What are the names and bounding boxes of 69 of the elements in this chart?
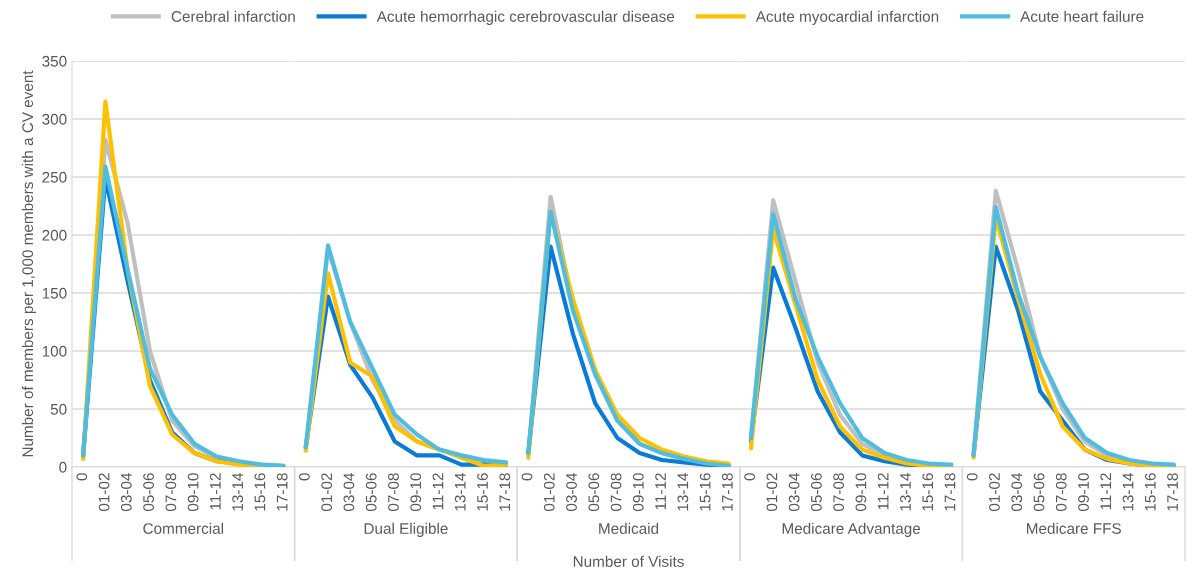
x-tick-label: 05-06 — [588, 473, 600, 512]
y-tick-label: 0 — [59, 461, 67, 473]
x-tick-label: 07-08 — [1055, 473, 1067, 512]
x-tick-label: 17-18 — [944, 473, 956, 511]
x-axis-title: Medicare FFS — [1026, 522, 1121, 534]
x-tick-label: 13-14 — [900, 473, 911, 511]
x-tick-label: 15-16 — [922, 473, 934, 511]
x-tick-label: 01-02 — [98, 473, 110, 512]
x-tick-label: 11-12 — [432, 473, 444, 510]
x-tick-label: 03-04 — [788, 473, 800, 512]
x-tick-label: 03-04 — [1011, 473, 1023, 512]
x-tick-label: 03-04 — [343, 473, 355, 512]
x-tick-label: 11-12 — [655, 473, 666, 510]
x-tick-label: 17-18 — [721, 473, 733, 511]
x-tick-label: 09-10 — [855, 473, 867, 512]
x-axis-title: Commercial — [143, 522, 224, 534]
x-tick-label: 09-10 — [1078, 473, 1089, 512]
x-tick-label: 0 — [299, 473, 310, 481]
x-tick-label: 05-06 — [810, 473, 822, 512]
x-tick-label: 17-18 — [1167, 473, 1178, 511]
y-tick-label: 50 — [50, 403, 67, 415]
x-tick-label: 11-12 — [209, 473, 221, 510]
y-tick-label: 100 — [42, 345, 67, 357]
y-tick-label: 150 — [42, 287, 67, 299]
x-tick-label: 11-12 — [877, 473, 889, 510]
x-tick-label: 13-14 — [454, 473, 466, 511]
legend-label: Acute hemorrhagic cerebrovascular disease — [376, 10, 675, 25]
y-tick-label: 300 — [42, 113, 67, 125]
x-axis-title: Dual Eligible — [364, 522, 448, 537]
x-tick-label: 15-16 — [254, 473, 266, 511]
x-tick-label: 13-14 — [1122, 473, 1134, 511]
x-tick-label: 09-10 — [410, 473, 422, 512]
x-tick-label: 13-14 — [232, 473, 244, 511]
x-tick-label: 05-06 — [143, 473, 155, 512]
x-tick-label: 0 — [76, 473, 88, 481]
x-tick-label: 07-08 — [833, 473, 845, 512]
x-tick-label: 07-08 — [388, 473, 399, 512]
x-tick-label: 07-08 — [610, 473, 622, 512]
text: Number of Visits — [573, 555, 684, 567]
x-tick-label: 09-10 — [187, 473, 199, 512]
x-tick-label: 05-06 — [365, 473, 377, 512]
x-tick-label: 09-10 — [632, 473, 644, 512]
x-tick-label: 15-16 — [699, 473, 711, 511]
x-tick-label: 15-16 — [1144, 473, 1156, 511]
legend-label: Cerebral infarction — [171, 10, 295, 22]
x-tick-label: 05-06 — [1033, 473, 1045, 512]
x-tick-label: 0 — [521, 473, 533, 481]
x-tick-label: 17-18 — [499, 473, 511, 511]
x-tick-label: 07-08 — [165, 473, 177, 512]
x-axis-title: Medicare Advantage — [782, 522, 921, 537]
x-tick-label: 11-12 — [1100, 473, 1112, 510]
x-axis-title: Medicaid — [599, 522, 659, 534]
y-tick-label: 200 — [42, 229, 67, 241]
x-tick-label: 01-02 — [321, 473, 333, 512]
legend-label: Acute heart failure — [1020, 10, 1144, 22]
x-tick-label: 0 — [966, 473, 978, 481]
x-tick-label: 15-16 — [477, 473, 488, 511]
x-tick-label: 17-18 — [276, 473, 288, 511]
x-tick-label: 03-04 — [566, 473, 577, 512]
x-tick-label: 03-04 — [120, 473, 132, 512]
legend-label: Acute myocardial infarction — [755, 10, 939, 25]
y-tick-label: 250 — [42, 171, 67, 183]
x-tick-label: 01-02 — [766, 473, 778, 512]
x-tick-label: 01-02 — [989, 473, 1000, 512]
x-tick-label: 13-14 — [677, 473, 689, 511]
x-tick-label: 0 — [744, 473, 756, 481]
y-axis-title: Number of members per 1,000 members with a CV event — [21, 70, 37, 457]
y-tick-label: 350 — [42, 55, 67, 67]
x-tick-label: 01-02 — [543, 473, 555, 512]
